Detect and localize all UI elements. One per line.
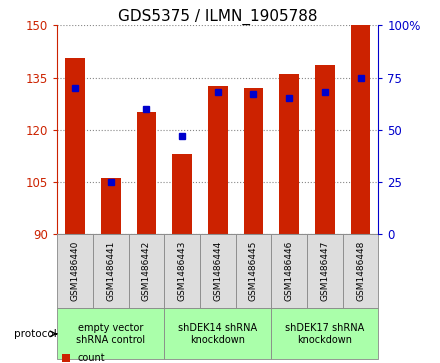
Bar <box>236 234 271 308</box>
Text: empty vector
shRNA control: empty vector shRNA control <box>76 323 145 344</box>
Text: shDEK14 shRNA
knockdown: shDEK14 shRNA knockdown <box>178 323 257 344</box>
Bar <box>208 86 227 234</box>
Text: GSM1486442: GSM1486442 <box>142 241 151 301</box>
Bar <box>200 234 236 308</box>
Title: GDS5375 / ILMN_1905788: GDS5375 / ILMN_1905788 <box>118 9 318 25</box>
Bar <box>164 308 271 359</box>
Bar <box>307 234 343 308</box>
Bar <box>57 234 93 308</box>
Text: GSM1486440: GSM1486440 <box>70 241 80 301</box>
Text: GSM1486445: GSM1486445 <box>249 241 258 301</box>
Bar <box>279 74 299 234</box>
Bar <box>93 234 128 308</box>
Bar <box>101 178 121 234</box>
Text: protocol: protocol <box>14 329 56 339</box>
Text: shDEK17 shRNA
knockdown: shDEK17 shRNA knockdown <box>285 323 364 344</box>
Bar <box>172 154 192 234</box>
Text: GSM1486446: GSM1486446 <box>285 241 293 301</box>
Bar <box>57 308 164 359</box>
Legend: count, percentile rank within the sample: count, percentile rank within the sample <box>62 353 242 363</box>
Bar <box>315 65 335 234</box>
Text: GSM1486441: GSM1486441 <box>106 241 115 301</box>
Bar <box>136 113 156 234</box>
Bar <box>244 88 263 234</box>
Bar <box>271 308 378 359</box>
Bar <box>343 234 378 308</box>
Bar <box>271 234 307 308</box>
Bar <box>65 58 85 234</box>
Bar <box>164 234 200 308</box>
Text: GSM1486443: GSM1486443 <box>178 241 187 301</box>
Text: GSM1486447: GSM1486447 <box>320 241 330 301</box>
Text: GSM1486448: GSM1486448 <box>356 241 365 301</box>
Text: GSM1486444: GSM1486444 <box>213 241 222 301</box>
Bar <box>351 25 370 234</box>
Bar <box>128 234 164 308</box>
